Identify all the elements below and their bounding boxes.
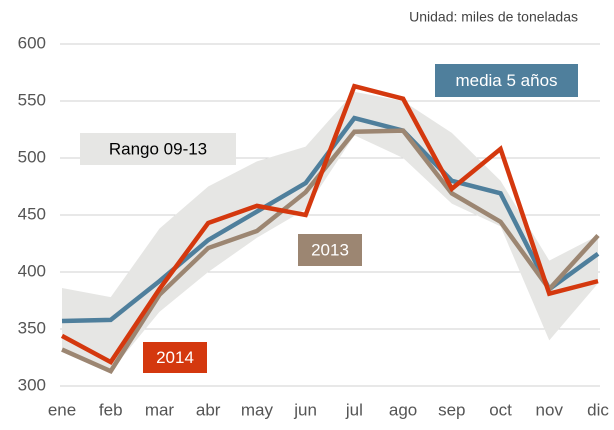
x-tick-label: feb bbox=[99, 400, 123, 419]
series-line bbox=[60, 83, 599, 366]
series-label: 2014 bbox=[156, 348, 194, 367]
range-band bbox=[62, 91, 598, 372]
x-tick-label: mar bbox=[145, 400, 175, 419]
series-line bbox=[61, 128, 600, 375]
x-tick-label: nov bbox=[536, 400, 564, 419]
label-box bbox=[80, 133, 236, 165]
label-box bbox=[298, 234, 362, 266]
y-tick-label: 600 bbox=[18, 33, 46, 52]
x-tick-label: dic bbox=[587, 400, 609, 419]
y-tick-label: 550 bbox=[18, 90, 46, 109]
y-tick-label: 300 bbox=[18, 375, 46, 394]
series-label: 2013 bbox=[311, 240, 349, 259]
series-label: Rango 09-13 bbox=[109, 139, 207, 158]
x-tick-label: ene bbox=[48, 400, 76, 419]
series-label: media 5 años bbox=[455, 71, 557, 90]
x-tick-label: sep bbox=[438, 400, 465, 419]
x-tick-label: jun bbox=[293, 400, 317, 419]
label-box bbox=[143, 342, 207, 373]
y-tick-label: 450 bbox=[18, 204, 46, 223]
y-tick-label: 500 bbox=[18, 147, 46, 166]
x-tick-label: oct bbox=[489, 400, 512, 419]
x-tick-label: abr bbox=[196, 400, 221, 419]
x-tick-label: jul bbox=[345, 400, 363, 419]
y-tick-label: 400 bbox=[18, 261, 46, 280]
label-box bbox=[435, 64, 578, 97]
chart-subtitle: Unidad: miles de toneladas bbox=[409, 9, 578, 25]
x-tick-label: may bbox=[241, 400, 274, 419]
x-tick-label: ago bbox=[389, 400, 417, 419]
y-tick-label: 350 bbox=[18, 318, 46, 337]
